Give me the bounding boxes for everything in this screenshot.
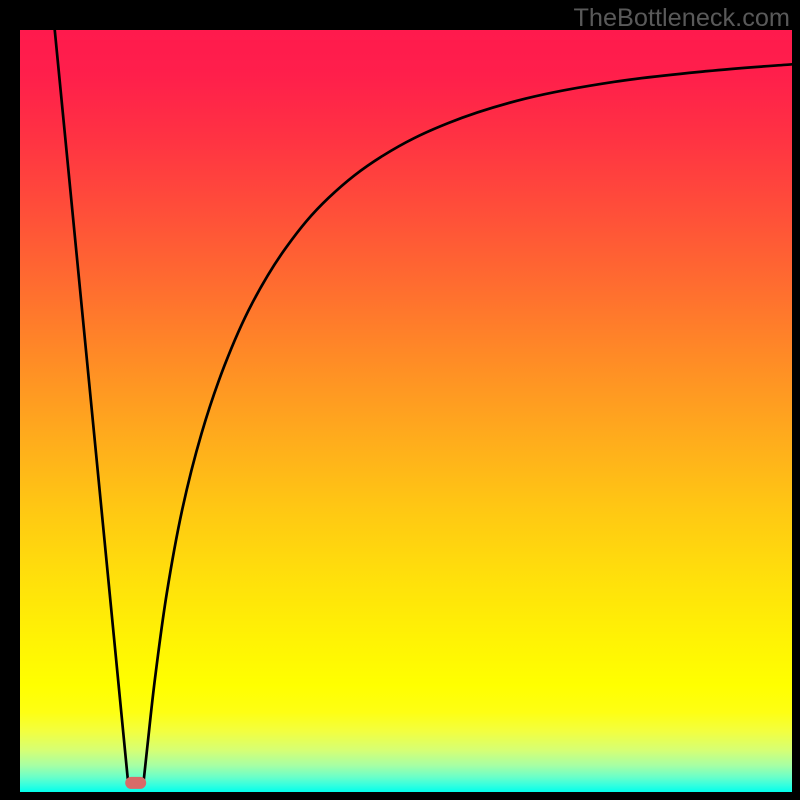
curve-svg xyxy=(20,30,792,792)
bottleneck-curve xyxy=(55,30,792,782)
chart-root: { "watermark": { "text": "TheBottleneck.… xyxy=(0,0,800,800)
plot-area xyxy=(20,30,792,792)
min-marker xyxy=(125,777,147,789)
